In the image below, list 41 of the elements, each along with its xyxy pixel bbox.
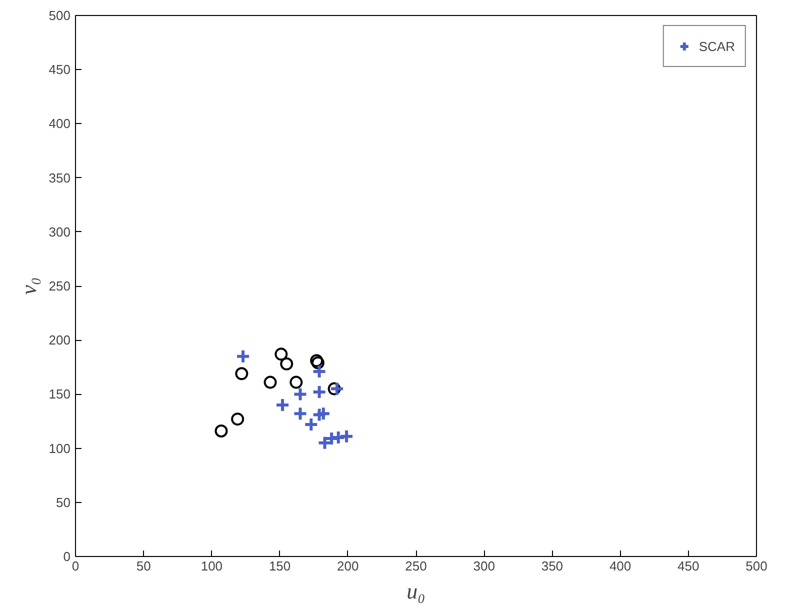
point [292, 406, 308, 422]
x-tick-label: 450 [678, 558, 700, 574]
point [274, 348, 288, 361]
y-tick-label: 150 [48, 386, 71, 402]
point [312, 384, 327, 400]
y-tick-label: 0 [63, 549, 71, 564]
x-tick-label: 400 [609, 558, 632, 574]
point [290, 376, 303, 389]
point [280, 357, 294, 370]
x-tick-label: 50 [136, 558, 151, 574]
point [264, 376, 277, 389]
y-tick-label: 200 [48, 332, 71, 348]
x-tick-label: 150 [268, 558, 291, 574]
point [292, 386, 308, 402]
y-tick-label: 250 [48, 278, 71, 294]
y-tick-label: 50 [56, 494, 71, 510]
point [312, 364, 327, 379]
x-tick-label: 350 [541, 558, 564, 574]
y-tick-label: 500 [48, 8, 71, 23]
point [275, 398, 290, 413]
x-tick-label: 300 [473, 558, 495, 574]
point [235, 367, 248, 380]
point [316, 406, 331, 422]
x-tick-label: 200 [337, 558, 359, 574]
point [328, 382, 341, 396]
y-tick-label: 300 [48, 224, 71, 240]
x-tick-label: 500 [746, 558, 768, 574]
y-tick-label: 450 [48, 62, 71, 78]
x-tick-label: 100 [200, 558, 223, 574]
y-tick-label: 350 [48, 170, 71, 186]
point [339, 428, 354, 444]
x-axis-title: u₀ [406, 578, 426, 604]
y-axis-title: v₀ [16, 277, 41, 295]
point [330, 381, 345, 396]
point [214, 424, 228, 438]
point [236, 348, 251, 364]
legend-label: SCAR [698, 38, 735, 54]
y-tick-label: 100 [48, 440, 71, 456]
point [231, 412, 244, 426]
y-tick-label: 400 [48, 116, 71, 132]
x-tick-label: 250 [405, 558, 427, 574]
